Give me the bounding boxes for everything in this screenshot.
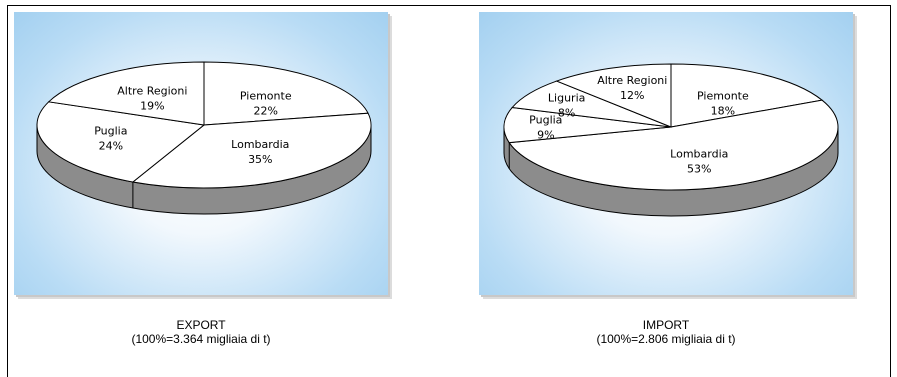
pie-slice-puglia xyxy=(503,107,672,144)
pie-slice-puglia xyxy=(36,101,206,183)
slice-label-liguria: Liguria xyxy=(548,91,585,104)
slice-value-puglia: 9% xyxy=(537,129,554,142)
pie-slice-altre-regioni xyxy=(555,63,672,128)
slice-value-lombardia: 53% xyxy=(687,163,711,176)
export-subtitle: (100%=3.364 migliaia di t) xyxy=(131,332,271,346)
pie-slice-altre-regioni xyxy=(47,61,205,126)
pie-slice-piemonte xyxy=(670,63,824,128)
slice-label-piemonte: Piemonte xyxy=(697,89,749,102)
import-caption: IMPORT (100%=2.806 migliaia di t) xyxy=(479,318,853,346)
export-caption: EXPORT (100%=3.364 migliaia di t) xyxy=(14,318,388,346)
slice-label-piemonte: Piemonte xyxy=(240,90,292,103)
slice-value-piemonte: 18% xyxy=(711,104,735,117)
slice-value-puglia: 24% xyxy=(99,140,123,153)
export-title: EXPORT xyxy=(176,318,226,332)
export-pie-panel: Piemonte 22% Lombardia 35% Puglia 24% Altre Re… xyxy=(14,12,388,295)
slice-value-altre-regioni: 12% xyxy=(620,89,644,102)
pie-slice-lombardia xyxy=(508,99,839,191)
slice-label-lombardia: Lombardia xyxy=(231,138,289,151)
import-pie-panel: Piemonte 18% Lombardia 53% Puglia 9% Liguria 8%… xyxy=(479,12,853,295)
chart-frame xyxy=(7,5,891,377)
export-pie-chart: Piemonte 22% Lombardia 35% Puglia 24% Altre Re… xyxy=(36,61,372,215)
pie-slice-piemonte xyxy=(203,61,369,126)
slice-label-puglia: Puglia xyxy=(94,125,127,138)
import-title: IMPORT xyxy=(642,318,690,332)
import-subtitle: (100%=2.806 migliaia di t) xyxy=(596,332,736,346)
pie-slice-lombardia xyxy=(131,112,372,189)
import-pie-chart: Piemonte 18% Lombardia 53% Puglia 9% Liguria 8%… xyxy=(503,63,839,217)
slice-value-lombardia: 35% xyxy=(248,153,272,166)
slice-label-altre-regioni: Altre Regioni xyxy=(597,74,667,87)
slice-value-altre-regioni: 19% xyxy=(140,99,164,112)
slice-label-altre-regioni: Altre Regioni xyxy=(117,84,187,97)
slice-value-liguria: 8% xyxy=(558,106,575,119)
slice-label-puglia: Puglia xyxy=(529,114,562,127)
slice-value-piemonte: 22% xyxy=(254,105,278,118)
slice-label-lombardia: Lombardia xyxy=(670,148,728,161)
